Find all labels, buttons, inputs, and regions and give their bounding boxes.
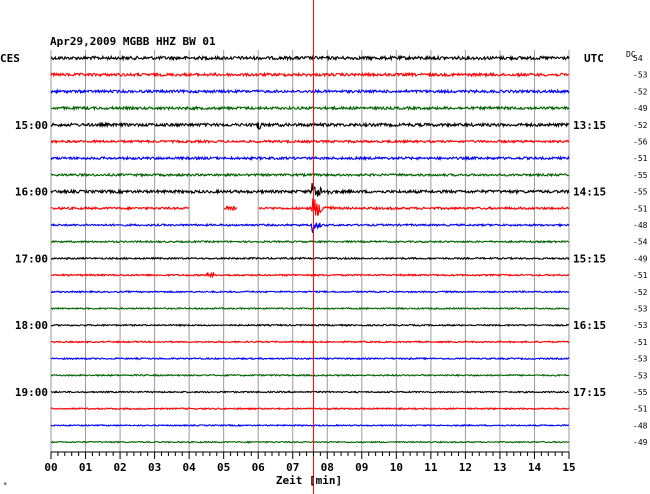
right-time-label: 16:15 — [573, 319, 606, 332]
x-tick-label: 02 — [113, 461, 126, 474]
trace-labels: 15:00 16:00 17:00 18:00 19:00 13:15 14:15 15:15… — [15, 54, 648, 447]
x-tick-label: 01 — [79, 461, 93, 474]
dc-value: -52 — [633, 87, 648, 96]
x-tick-label: 06 — [252, 461, 266, 474]
trace-17 — [50, 323, 570, 328]
trace-19 — [50, 356, 570, 361]
right-time-label: 17:15 — [573, 386, 606, 399]
trace-23 — [50, 423, 570, 428]
dc-value: -55 — [633, 171, 648, 180]
x-tick-label: 05 — [217, 461, 230, 474]
dc-value: -51 — [633, 271, 648, 280]
dc-value: -51 — [633, 338, 648, 347]
dc-value: -53 — [633, 355, 648, 364]
trace-9 — [50, 182, 570, 197]
x-tick-label: 04 — [183, 461, 197, 474]
dc-value: 54 — [633, 54, 643, 63]
trace-21 — [50, 390, 570, 394]
local-time-label: CES — [0, 52, 20, 65]
trace-12 — [51, 239, 570, 244]
dc-value: -54 — [633, 238, 648, 247]
left-time-label: 19:00 — [15, 386, 48, 399]
dc-value: -51 — [633, 405, 648, 414]
trace-7 — [50, 155, 570, 162]
left-time-label: 15:00 — [15, 119, 48, 132]
right-time-label: 13:15 — [573, 119, 606, 132]
trace-13 — [50, 256, 570, 261]
dc-label: DC — [626, 50, 636, 59]
x-tick-label: 07 — [286, 461, 299, 474]
trace-11 — [50, 222, 570, 233]
trace-5 — [50, 121, 570, 130]
seismogram-traces — [50, 0, 570, 494]
dc-value: -52 — [633, 288, 648, 297]
dc-value: -48 — [633, 221, 648, 230]
trace-10 — [50, 198, 570, 217]
trace-3 — [50, 88, 570, 95]
chart-title: Apr29,2009 MGBB HHZ BW 01 — [50, 35, 216, 48]
dc-value: -52 — [633, 121, 648, 130]
trace-16 — [50, 306, 570, 311]
time-grid — [50, 50, 570, 452]
x-tick-label: 10 — [390, 461, 403, 474]
x-tick-label: 00 — [44, 461, 57, 474]
dc-value: -49 — [633, 254, 648, 263]
x-tick-label: 13 — [493, 461, 506, 474]
dc-value: -48 — [633, 421, 648, 430]
trace-24 — [50, 440, 570, 444]
left-time-label: 16:00 — [15, 186, 48, 199]
trace-8 — [50, 172, 570, 178]
x-tick-label: 08 — [321, 461, 334, 474]
x-tick-label: 03 — [148, 461, 161, 474]
trace-1 — [50, 54, 570, 62]
trace-15 — [51, 289, 570, 294]
trace-6 — [50, 138, 570, 145]
trace-20 — [50, 373, 570, 378]
trace-4 — [50, 104, 570, 112]
dc-value: -53 — [633, 371, 648, 380]
dc-value: -53 — [633, 71, 648, 80]
trace-2 — [50, 71, 570, 78]
trace-18 — [50, 340, 570, 344]
dc-value: -53 — [633, 305, 648, 314]
x-tick-label: 14 — [528, 461, 542, 474]
right-time-label: 15:15 — [573, 252, 606, 265]
x-tick-label: 15 — [562, 461, 575, 474]
utc-label: UTC — [584, 52, 604, 65]
trace-22 — [50, 406, 570, 411]
x-tick-label: 09 — [355, 461, 368, 474]
left-time-label: 18:00 — [15, 319, 48, 332]
right-time-label: 14:15 — [573, 186, 606, 199]
corner-mark: * — [3, 481, 7, 489]
dc-value: -51 — [633, 204, 648, 213]
dc-value: -55 — [633, 388, 648, 397]
dc-value: -51 — [633, 154, 648, 163]
dc-value: -56 — [633, 138, 648, 147]
left-time-label: 17:00 — [15, 252, 48, 265]
dc-value: -55 — [633, 188, 648, 197]
dc-value: -53 — [633, 321, 648, 330]
x-axis-label: Zeit [min] — [276, 474, 342, 487]
trace-14 — [50, 272, 570, 279]
x-tick-label: 11 — [424, 461, 438, 474]
dc-value: -49 — [633, 104, 648, 113]
x-tick-label: 12 — [459, 461, 472, 474]
dc-value: -49 — [633, 438, 648, 447]
x-axis: 00 01 02 03 04 05 06 07 08 09 10 11 12 13 14 15 — [44, 451, 576, 474]
